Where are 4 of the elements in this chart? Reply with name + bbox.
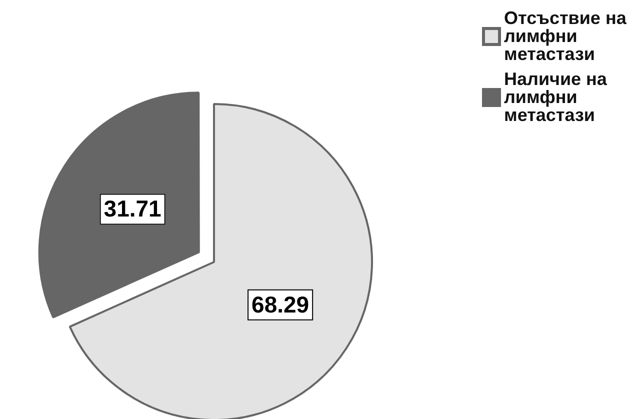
data-label: 31.71: [104, 196, 162, 222]
data-label: 68.29: [252, 291, 310, 318]
legend-label: Отсъствие на лимфни метастази: [504, 8, 628, 64]
legend-label: Наличие на лимфни метастази: [504, 69, 608, 125]
